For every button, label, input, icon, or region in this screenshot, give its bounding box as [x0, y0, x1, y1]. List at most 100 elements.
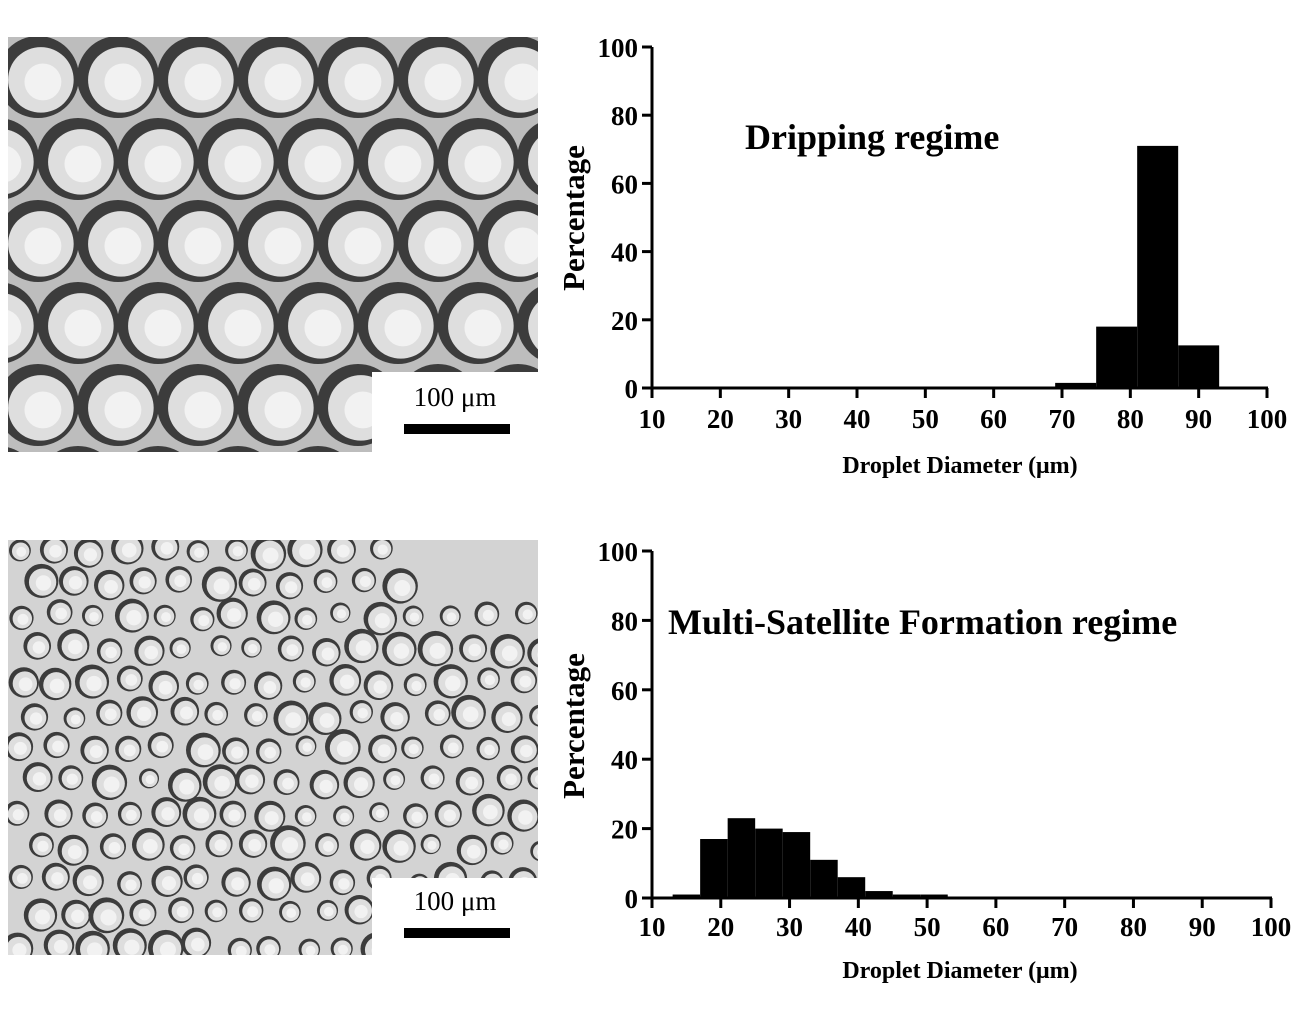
- droplet-highlight: [108, 842, 121, 854]
- droplet-highlight: [176, 905, 189, 918]
- droplet-highlight: [160, 541, 174, 555]
- droplet-highlight: [377, 544, 388, 555]
- droplet-highlight: [174, 574, 187, 587]
- droplet-highlight: [344, 63, 382, 101]
- droplet-highlight: [71, 909, 85, 923]
- histogram-bar: [892, 894, 921, 898]
- droplet-core: [528, 302, 538, 350]
- droplet-core: [532, 708, 538, 725]
- droplet-highlight: [336, 609, 347, 619]
- droplet-highlight: [464, 145, 502, 183]
- droplet-highlight: [424, 63, 462, 101]
- droplet-highlight: [138, 576, 151, 589]
- x-tick-label: 70: [1051, 912, 1078, 942]
- droplet-highlight: [338, 878, 350, 890]
- droplet-highlight: [360, 839, 375, 854]
- droplet-highlight: [35, 575, 52, 591]
- droplet-highlight: [145, 775, 155, 785]
- droplet-highlight: [66, 773, 78, 785]
- droplet-highlight: [124, 939, 140, 955]
- droplet-highlight: [319, 713, 335, 728]
- droplet-highlight: [357, 707, 368, 719]
- droplet-highlight: [408, 743, 419, 755]
- droplet-highlight: [125, 809, 137, 821]
- droplet-highlight: [245, 774, 259, 788]
- droplet-highlight: [67, 845, 82, 860]
- droplet-highlight: [8, 146, 22, 182]
- droplet-highlight: [321, 577, 333, 588]
- droplet-highlight: [34, 909, 50, 925]
- droplet-highlight: [12, 943, 27, 955]
- micrograph-dripping: 100 μm: [8, 37, 538, 452]
- droplet-highlight: [248, 839, 262, 852]
- droplet-highlight: [86, 942, 103, 955]
- scale-bar-label: 100 μm: [413, 886, 497, 916]
- droplet-highlight: [374, 613, 390, 629]
- droplet-highlight: [68, 639, 83, 655]
- droplet-highlight: [83, 548, 98, 562]
- droplet-highlight: [443, 809, 456, 822]
- droplet-highlight: [232, 546, 243, 557]
- droplet-highlight: [212, 907, 223, 918]
- droplet-highlight: [302, 812, 312, 822]
- droplet-highlight: [433, 708, 446, 721]
- droplet-highlight: [264, 391, 302, 429]
- histogram-bar: [727, 818, 756, 898]
- histogram-svg: Multi-Satellite Formation regime Percent…: [556, 537, 1291, 984]
- droplet-highlight: [144, 145, 182, 183]
- droplet-highlight: [184, 391, 222, 429]
- droplet-highlight: [446, 612, 457, 622]
- droplet-highlight: [522, 609, 533, 620]
- droplet-highlight: [137, 706, 152, 722]
- droplet-rim: [8, 447, 20, 452]
- droplet-highlight: [262, 547, 279, 564]
- droplet-highlight: [466, 844, 481, 859]
- y-tick-label: 0: [625, 884, 639, 914]
- droplet-highlight: [501, 712, 516, 727]
- droplet-highlight: [344, 227, 382, 265]
- droplet-highlight: [264, 944, 276, 955]
- droplet-highlight: [105, 646, 117, 659]
- droplet-highlight: [158, 680, 173, 695]
- droplet-highlight: [286, 644, 299, 656]
- droplet-highlight: [121, 542, 137, 558]
- x-tick-label: 60: [980, 404, 1007, 434]
- droplet-highlight: [213, 578, 230, 595]
- droplet-highlight: [299, 543, 316, 560]
- droplet-rim: [216, 446, 260, 452]
- droplet-core: [532, 844, 538, 860]
- droplet-highlight: [229, 678, 241, 690]
- droplet-highlight: [304, 309, 342, 347]
- x-tick-label: 10: [639, 404, 666, 434]
- droplet-rim: [136, 446, 180, 452]
- droplet-highlight: [64, 145, 102, 183]
- droplet-highlight: [377, 744, 391, 758]
- droplet-highlight: [52, 740, 65, 753]
- droplet-highlight: [104, 63, 142, 101]
- droplet-core: [528, 138, 538, 186]
- droplet-highlight: [268, 878, 284, 894]
- droplet-highlight: [304, 145, 342, 183]
- droplet-highlight: [263, 681, 277, 694]
- x-tick-label: 90: [1189, 912, 1216, 942]
- droplet-highlight: [18, 677, 33, 692]
- droplet-highlight: [300, 872, 315, 887]
- droplet-highlight: [90, 811, 103, 823]
- droplet-highlight: [29, 712, 43, 725]
- droplet-highlight: [482, 609, 494, 621]
- droplet-image: [8, 540, 538, 955]
- y-tick-label: 20: [611, 306, 638, 336]
- x-tick-label: 20: [707, 404, 734, 434]
- x-tick-label: 10: [639, 912, 666, 942]
- droplet-highlight: [123, 744, 136, 757]
- droplet-highlight: [251, 711, 263, 722]
- x-tick-label: 30: [776, 912, 803, 942]
- droplet-highlight: [321, 647, 335, 661]
- droplet-rim: [296, 446, 340, 452]
- droplet-highlight: [193, 808, 210, 824]
- scale-bar-box: 100 μm: [372, 372, 538, 452]
- droplet-highlight: [519, 675, 532, 688]
- droplet-highlight: [353, 777, 369, 792]
- droplet-highlight: [89, 745, 103, 759]
- droplet-highlight: [104, 580, 118, 594]
